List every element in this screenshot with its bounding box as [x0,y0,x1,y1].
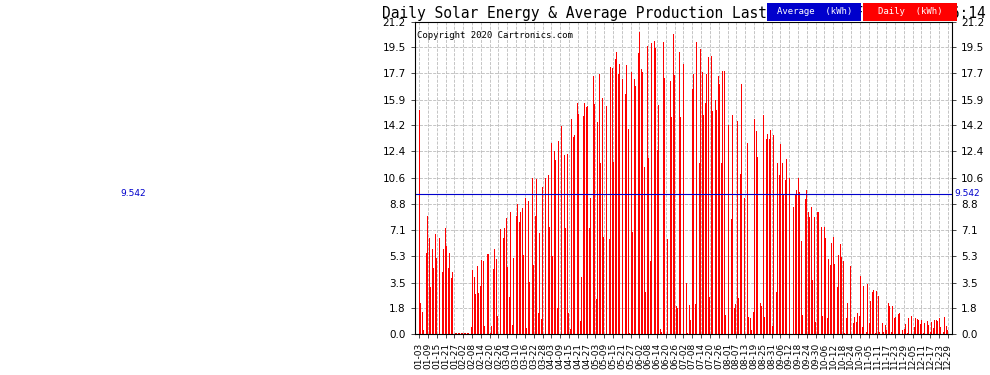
Text: Copyright 2020 Cartronics.com: Copyright 2020 Cartronics.com [418,31,573,40]
Text: Average  (kWh): Average (kWh) [776,7,852,16]
Text: 9.542: 9.542 [954,189,980,198]
Title: Daily Solar Energy & Average Production Last 365 Days Fri Jan 3 16:14: Daily Solar Energy & Average Production … [381,6,985,21]
Text: Daily  (kWh): Daily (kWh) [878,7,942,16]
Text: 9.542: 9.542 [121,189,147,198]
